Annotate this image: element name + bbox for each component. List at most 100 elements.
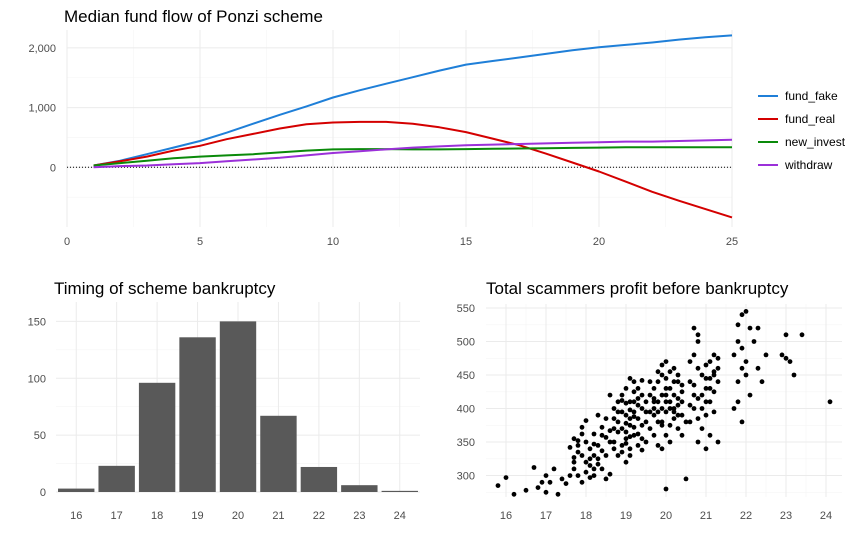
scatter-point bbox=[695, 332, 701, 338]
scatter-point bbox=[691, 406, 697, 411]
scatter-point bbox=[627, 422, 633, 428]
scatter-point bbox=[759, 379, 765, 385]
scatter-point bbox=[579, 479, 585, 485]
scatter-point bbox=[603, 416, 609, 421]
scatter-point bbox=[631, 409, 637, 415]
scatter-point bbox=[571, 459, 577, 465]
fund-flow-line-chart: Median fund flow of Ponzi scheme 0 5 10 15 2… bbox=[28, 7, 845, 248]
scatter-point bbox=[571, 466, 577, 472]
scatter-point bbox=[495, 483, 501, 488]
scatter-point bbox=[591, 453, 597, 458]
scatter-point bbox=[619, 426, 625, 431]
scatter-point bbox=[791, 372, 797, 378]
scatter-point bbox=[711, 389, 717, 395]
legend-label-fund_fake: fund_fake bbox=[785, 89, 838, 103]
scatter-point bbox=[599, 448, 605, 454]
series-line-new_invest bbox=[93, 146, 732, 167]
scatter-point bbox=[679, 389, 685, 395]
bar-20 bbox=[219, 321, 257, 492]
scatter-point bbox=[547, 479, 553, 485]
x-tick-label: 17 bbox=[540, 510, 552, 522]
scatter-point bbox=[583, 439, 589, 445]
scatter-point bbox=[543, 473, 549, 478]
bankruptcy-timing-bars bbox=[58, 321, 418, 492]
scatter-point bbox=[579, 424, 585, 430]
scatter-point bbox=[651, 406, 657, 411]
scatter-point bbox=[551, 466, 557, 472]
scatter-point bbox=[783, 332, 789, 338]
fund-flow-grid bbox=[66, 30, 733, 227]
y-tick-label: 50 bbox=[34, 430, 46, 442]
scatter-point bbox=[655, 409, 661, 415]
scatter-point bbox=[615, 419, 621, 425]
scatter-point bbox=[579, 431, 585, 437]
scatter-point bbox=[707, 376, 713, 381]
scatter-point bbox=[603, 476, 609, 482]
scatter-point bbox=[663, 399, 669, 405]
scatter-point bbox=[659, 446, 665, 452]
scatter-point bbox=[667, 439, 673, 445]
x-tick-label: 0 bbox=[64, 236, 70, 248]
x-tick-label: 24 bbox=[394, 510, 406, 522]
scatter-point bbox=[651, 386, 657, 391]
scatter-point bbox=[619, 398, 625, 403]
y-tick-label: 150 bbox=[28, 316, 46, 328]
scatter-point bbox=[675, 426, 681, 431]
scatter-point bbox=[591, 473, 597, 478]
scatter-point bbox=[567, 473, 573, 478]
scatter-point bbox=[639, 447, 645, 453]
scatter-point bbox=[587, 475, 593, 480]
scatter-point bbox=[683, 476, 689, 482]
scatter-point bbox=[615, 429, 621, 435]
scatter-point bbox=[591, 466, 597, 472]
x-tick-label: 10 bbox=[327, 236, 339, 248]
legend-label-withdraw: withdraw bbox=[784, 158, 833, 172]
scatter-point bbox=[695, 365, 701, 371]
y-tick-label: 0 bbox=[40, 487, 46, 499]
scatter-point bbox=[611, 426, 617, 431]
fund-flow-legend: fund_fake fund_real new_invest withdraw bbox=[758, 89, 846, 172]
scatter-point bbox=[731, 406, 737, 411]
scammer-profit-tick-labels: 16 17 18 19 20 21 22 23 24 300 350 400 450 500 550 bbox=[457, 303, 832, 522]
x-tick-label: 17 bbox=[111, 510, 123, 522]
scatter-point bbox=[655, 419, 661, 425]
scatter-point bbox=[667, 422, 673, 428]
scatter-point bbox=[691, 352, 697, 358]
scatter-point bbox=[627, 434, 633, 440]
scatter-point bbox=[511, 491, 517, 497]
scatter-point bbox=[655, 443, 661, 448]
scatter-point bbox=[635, 431, 641, 437]
scatter-point bbox=[631, 424, 637, 430]
y-tick-label: 450 bbox=[457, 370, 475, 382]
bar-17 bbox=[98, 465, 135, 492]
scatter-point bbox=[639, 422, 645, 428]
bar-18 bbox=[138, 382, 176, 492]
scatter-point bbox=[559, 476, 565, 482]
scatter-point bbox=[575, 443, 581, 448]
bar-24 bbox=[381, 490, 418, 492]
scatter-point bbox=[635, 416, 641, 421]
scatter-point bbox=[703, 399, 709, 405]
series-line-withdraw bbox=[93, 138, 733, 169]
scatter-point bbox=[587, 446, 593, 452]
fund-flow-series-lines bbox=[93, 34, 733, 219]
scatter-point bbox=[627, 399, 633, 405]
scatter-point bbox=[607, 439, 613, 445]
scatter-point bbox=[667, 369, 673, 375]
scatter-point bbox=[643, 409, 649, 415]
scatter-point bbox=[627, 453, 633, 458]
scatter-point bbox=[611, 446, 617, 452]
y-tick-label: 0 bbox=[50, 162, 56, 174]
y-tick-label: 500 bbox=[457, 337, 475, 349]
scatter-point bbox=[715, 365, 721, 371]
scatter-point bbox=[623, 412, 629, 418]
scatter-point bbox=[703, 446, 709, 452]
scatter-point bbox=[699, 426, 705, 431]
scatter-point bbox=[707, 432, 713, 438]
scatter-point bbox=[647, 392, 653, 398]
scatter-point bbox=[743, 309, 749, 314]
scatter-point bbox=[543, 489, 549, 495]
scatter-point bbox=[779, 352, 785, 358]
scatter-point bbox=[627, 416, 633, 421]
scatter-point bbox=[659, 392, 665, 398]
